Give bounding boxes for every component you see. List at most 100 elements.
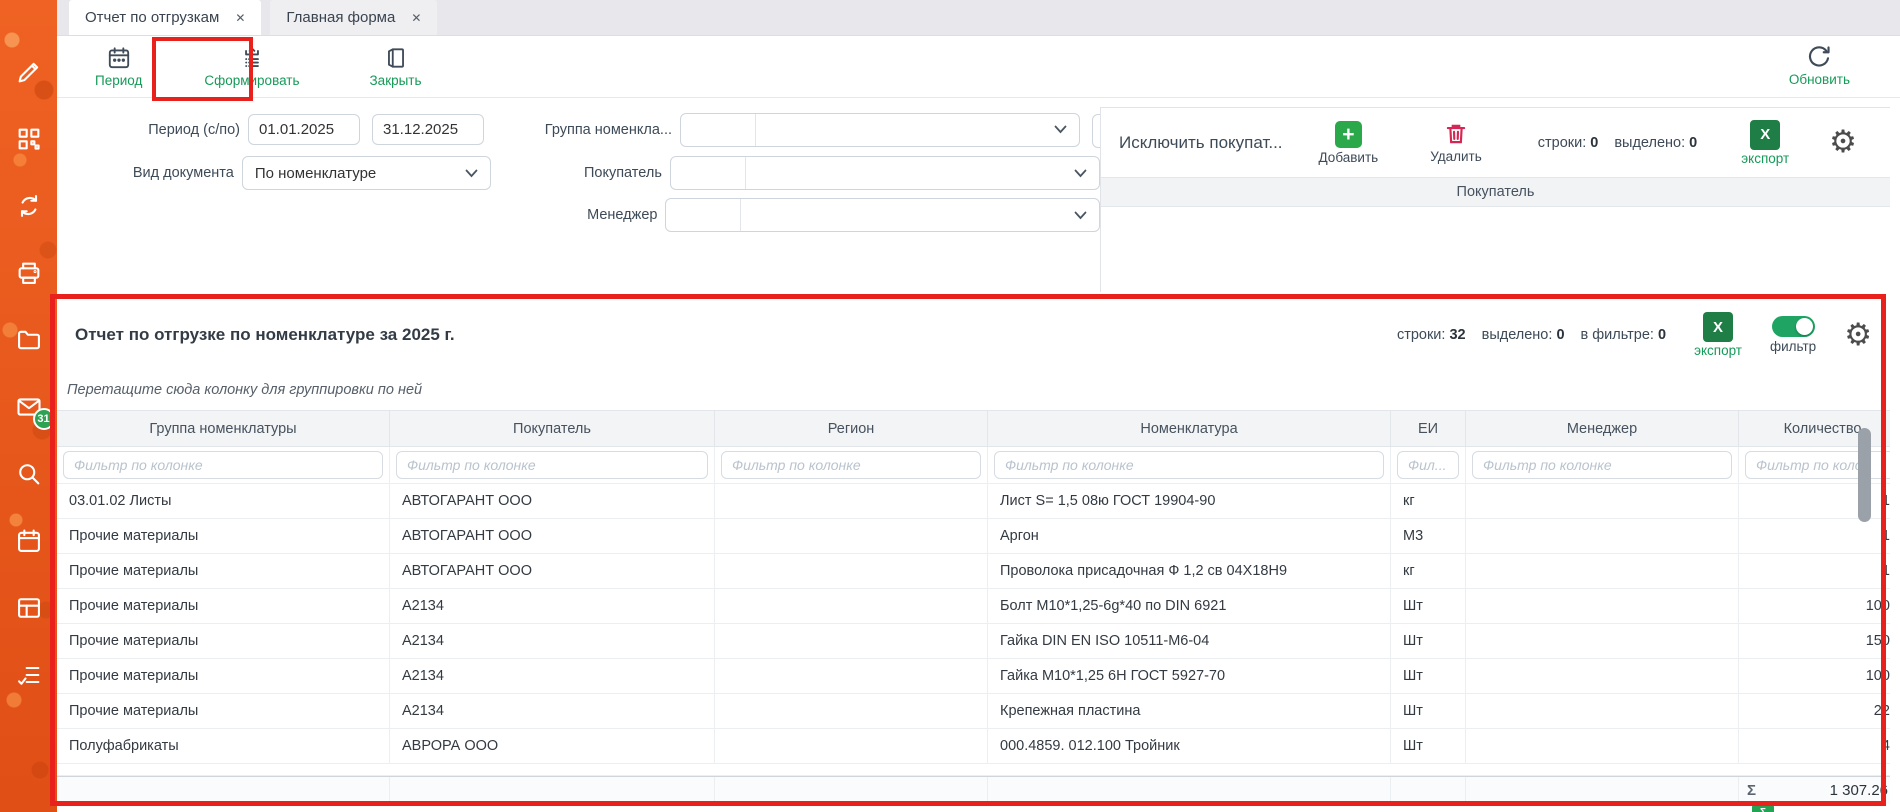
delete-button[interactable]: Удалить: [1430, 121, 1482, 164]
gear-icon[interactable]: ⚙: [1844, 316, 1872, 353]
column-header-4[interactable]: ЕИ: [1391, 411, 1466, 446]
table-cell: АВТОГАРАНТ ООО: [390, 519, 715, 553]
doc-type-select[interactable]: По номенклатуре: [241, 156, 492, 190]
table-cell: 4.0: [1739, 729, 1890, 763]
close-icon[interactable]: ✕: [235, 10, 246, 25]
toggle-on-icon: [1771, 316, 1815, 337]
table-cell: Прочие материалы: [57, 659, 390, 693]
table-cell: 03.01.02 Листы: [57, 484, 390, 518]
column-header-6[interactable]: Количество: [1739, 411, 1890, 446]
sync-icon[interactable]: [15, 192, 43, 220]
column-filter-input[interactable]: [994, 451, 1384, 479]
gear-icon[interactable]: ⚙: [1829, 124, 1857, 160]
table-cell: Крепежная пластина: [988, 694, 1391, 728]
table-cell: [1466, 659, 1739, 693]
table-row[interactable]: Прочие материалы АВТОГАРАНТ ООО Проволока …: [57, 554, 1890, 589]
generate-button[interactable]: Сформировать: [204, 45, 300, 88]
table-cell: Прочие материалы: [57, 519, 390, 553]
close-form-button[interactable]: Закрыть: [370, 45, 422, 88]
table-row[interactable]: Полуфабрикаты АВРОРА ООО 000.4859. 012.100…: [57, 729, 1890, 764]
mail-icon[interactable]: 31: [15, 393, 55, 430]
column-filter-input[interactable]: [63, 451, 383, 479]
add-button-label: Добавить: [1318, 149, 1379, 165]
exclude-column-header[interactable]: Покупатель: [1101, 177, 1890, 207]
filter-panel: Период (с/по) Группа номенкла... Вид док…: [57, 98, 1128, 292]
nom-group-combo[interactable]: [680, 112, 1080, 147]
refresh-icon: [1809, 46, 1831, 67]
period-to-input[interactable]: [372, 114, 484, 145]
exclude-panel-header: Исключить покупат... + Добавить Удалить …: [1101, 108, 1890, 177]
table-cell: А2134: [390, 589, 715, 623]
column-header-1[interactable]: Покупатель: [390, 411, 715, 446]
search-icon[interactable]: [15, 460, 43, 488]
table-header-row: Группа номенклатуры Покупатель Регион Номен…: [57, 410, 1890, 447]
table-row[interactable]: Прочие материалы А2134 Гайка М10*1,25 6Н Г…: [57, 659, 1890, 694]
close-icon[interactable]: ✕: [411, 10, 422, 25]
quantity-sum-cell: Σ 1 307.26: [1739, 777, 1890, 804]
column-filter-input[interactable]: [721, 451, 981, 479]
filter-toggle[interactable]: фильтр: [1770, 316, 1816, 354]
table-row[interactable]: Прочие материалы А2134 Болт М10*1,25-6g*40…: [57, 589, 1890, 624]
exclude-selected-counter: выделено: 0: [1614, 134, 1698, 151]
table-cell: 1.0: [1739, 519, 1890, 553]
table-cell: Шт: [1391, 624, 1466, 658]
folder-icon[interactable]: [15, 326, 43, 354]
nom-group-code-field[interactable]: [681, 113, 756, 146]
table-cell: Аргон: [988, 519, 1391, 553]
tab-label: Отчет по отгрузкам: [85, 9, 220, 26]
manager-code-field[interactable]: [666, 199, 742, 231]
column-filter-input[interactable]: [1397, 451, 1459, 479]
checklist-icon[interactable]: [15, 661, 43, 689]
table-cell: Лист S= 1,5 08ю ГОСТ 19904-90: [988, 484, 1391, 518]
period-button[interactable]: Период: [95, 45, 142, 88]
calendar-icon[interactable]: [15, 527, 43, 555]
report-export-button[interactable]: X экспорт: [1694, 312, 1742, 358]
tab-0[interactable]: Отчет по отгрузкам ✕: [69, 0, 262, 35]
column-filter-cell: [988, 447, 1391, 483]
column-filter-input[interactable]: [396, 451, 708, 479]
pencil-icon[interactable]: [15, 58, 43, 86]
table-cell: 000.4859. 012.100 Тройник: [988, 729, 1391, 763]
door-exit-icon: [387, 48, 404, 68]
exclude-buyers-panel: Исключить покупат... + Добавить Удалить …: [1100, 107, 1890, 292]
table-cell: 1.0: [1739, 554, 1890, 588]
column-filter-cell: [1391, 447, 1466, 483]
qr-code-icon[interactable]: [15, 125, 43, 153]
column-filter-input[interactable]: [1472, 451, 1732, 479]
table-cell: 100.0: [1739, 589, 1890, 623]
exclude-export-label: экспорт: [1741, 150, 1790, 166]
report-table: Группа номенклатуры Покупатель Регион Номен…: [57, 410, 1890, 804]
table-row[interactable]: Прочие материалы А2134 Гайка DIN EN ISO 10…: [57, 624, 1890, 659]
filter-toggle-label: фильтр: [1770, 339, 1817, 354]
close-button-label: Закрыть: [369, 73, 422, 88]
exclude-panel-title: Исключить покупат...: [1119, 132, 1283, 152]
bottom-sum-badge: Σ: [1752, 804, 1774, 812]
generate-button-label: Сформировать: [204, 73, 300, 88]
table-row[interactable]: Прочие материалы А2134 Крепежная пластина Ш…: [57, 694, 1890, 729]
buyer-code-field[interactable]: [671, 157, 746, 189]
table-row[interactable]: 03.01.02 Листы АВТОГАРАНТ ООО Лист S= 1,5 …: [57, 484, 1890, 519]
column-header-0[interactable]: Группа номенклатуры: [57, 411, 390, 446]
refresh-button[interactable]: Обновить: [1789, 44, 1850, 87]
chevron-down-icon: [1074, 169, 1087, 178]
exclude-export-button[interactable]: X экспорт: [1741, 119, 1790, 166]
period-from-input[interactable]: [248, 114, 360, 145]
buyer-combo[interactable]: [669, 156, 1100, 190]
table-icon[interactable]: [15, 594, 43, 622]
tab-1[interactable]: Главная форма ✕: [270, 0, 438, 35]
table-cell: 150.0: [1739, 624, 1890, 658]
column-header-5[interactable]: Менеджер: [1466, 411, 1739, 446]
column-header-3[interactable]: Номенклатура: [988, 411, 1391, 446]
printer-icon[interactable]: [15, 259, 43, 287]
vertical-scrollbar[interactable]: [1858, 428, 1871, 522]
manager-combo[interactable]: [665, 198, 1100, 232]
table-cell: Гайка DIN EN ISO 10511-М6-04: [988, 624, 1391, 658]
report-export-label: экспорт: [1694, 343, 1742, 358]
period-range-label: Период (с/по): [148, 121, 240, 138]
table-cell: [715, 589, 988, 623]
add-button[interactable]: + Добавить: [1318, 120, 1379, 165]
table-filter-row: [57, 447, 1890, 484]
table-cell: Полуфабрикаты: [57, 729, 390, 763]
column-header-2[interactable]: Регион: [715, 411, 988, 446]
